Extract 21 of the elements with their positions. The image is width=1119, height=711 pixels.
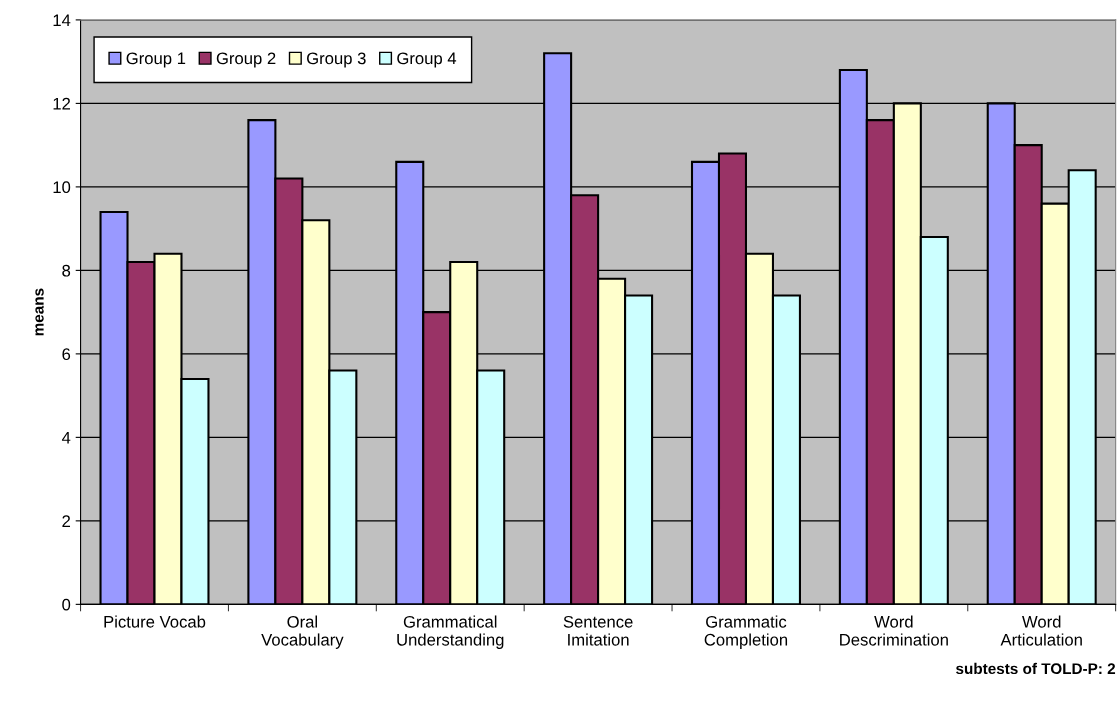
x-tick-label: Grammatic Completion [704, 615, 788, 649]
x-tick-label: Word Articulation [1000, 615, 1082, 646]
y-tick-label: 14 [53, 14, 71, 26]
y-tick-label: 0 [62, 598, 71, 611]
x-tick-label: Oral Vocabulary [261, 615, 344, 649]
legend-label: Group 3 [307, 52, 366, 68]
x-axis-title: subtests of TOLD-P: 2 [956, 662, 1116, 675]
legend-label: Group 4 [397, 52, 457, 68]
x-tick-label: Picture Vocab [104, 615, 206, 628]
y-tick-label: 10 [53, 181, 71, 194]
y-tick-label: 8 [62, 264, 71, 277]
x-tick-label: Sentence Imitation [563, 615, 633, 646]
x-tick-label: Word Descrimination [840, 615, 948, 646]
y-tick-label: 2 [62, 515, 71, 527]
y-tick-label: 12 [53, 97, 71, 110]
legend-label: Group 2 [216, 52, 276, 68]
y-tick-label: 4 [61, 431, 71, 444]
legend-label: Group 1 [126, 52, 186, 68]
y-axis-title: means [35, 288, 44, 336]
x-tick-label: Grammatical Understanding [397, 615, 504, 649]
y-tick-label: 6 [62, 348, 71, 361]
